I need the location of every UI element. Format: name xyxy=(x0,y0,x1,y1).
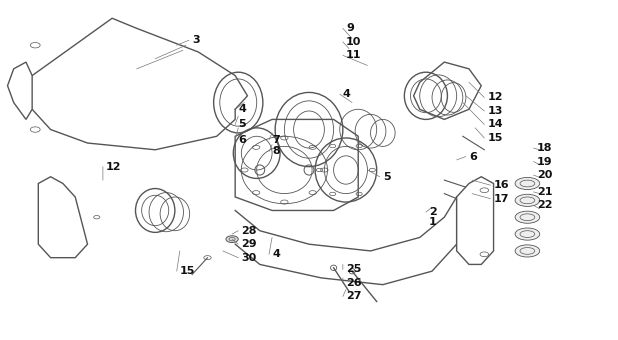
Polygon shape xyxy=(7,62,32,119)
Ellipse shape xyxy=(515,245,540,257)
Text: 10: 10 xyxy=(346,37,362,47)
Ellipse shape xyxy=(515,211,540,223)
Text: 15: 15 xyxy=(180,266,195,276)
Text: 1: 1 xyxy=(429,217,437,227)
Text: 9: 9 xyxy=(346,23,353,33)
Text: 7: 7 xyxy=(272,135,280,144)
Text: 26: 26 xyxy=(346,278,362,288)
Ellipse shape xyxy=(515,177,540,190)
Text: 22: 22 xyxy=(536,200,552,210)
Text: 4: 4 xyxy=(343,89,350,99)
Text: 15: 15 xyxy=(488,133,503,143)
Text: 8: 8 xyxy=(272,147,280,156)
Text: 19: 19 xyxy=(536,156,552,167)
Ellipse shape xyxy=(226,236,239,242)
Text: 16: 16 xyxy=(494,180,509,190)
Text: 12: 12 xyxy=(106,162,122,172)
Text: 20: 20 xyxy=(536,170,552,180)
Text: 14: 14 xyxy=(488,119,503,130)
Text: 6: 6 xyxy=(469,152,477,162)
Text: 3: 3 xyxy=(192,35,200,45)
Text: 5: 5 xyxy=(383,172,391,182)
Text: 17: 17 xyxy=(494,194,509,204)
Polygon shape xyxy=(457,177,494,265)
Text: 11: 11 xyxy=(346,50,362,60)
Text: 18: 18 xyxy=(536,143,552,153)
Text: 12: 12 xyxy=(488,92,503,102)
Text: 25: 25 xyxy=(346,265,362,274)
Ellipse shape xyxy=(515,228,540,240)
Polygon shape xyxy=(235,119,358,210)
Text: 21: 21 xyxy=(536,187,552,197)
Text: 4: 4 xyxy=(239,104,246,114)
Text: 6: 6 xyxy=(239,135,246,144)
Text: 29: 29 xyxy=(241,239,257,249)
Text: 2: 2 xyxy=(429,207,437,217)
Text: 5: 5 xyxy=(239,119,246,130)
Text: 28: 28 xyxy=(241,226,257,236)
Text: 30: 30 xyxy=(241,253,256,263)
Ellipse shape xyxy=(515,194,540,206)
Polygon shape xyxy=(38,177,88,258)
Polygon shape xyxy=(413,62,481,119)
Text: 27: 27 xyxy=(346,291,362,302)
Text: 13: 13 xyxy=(488,106,503,116)
Text: 4: 4 xyxy=(272,249,280,259)
